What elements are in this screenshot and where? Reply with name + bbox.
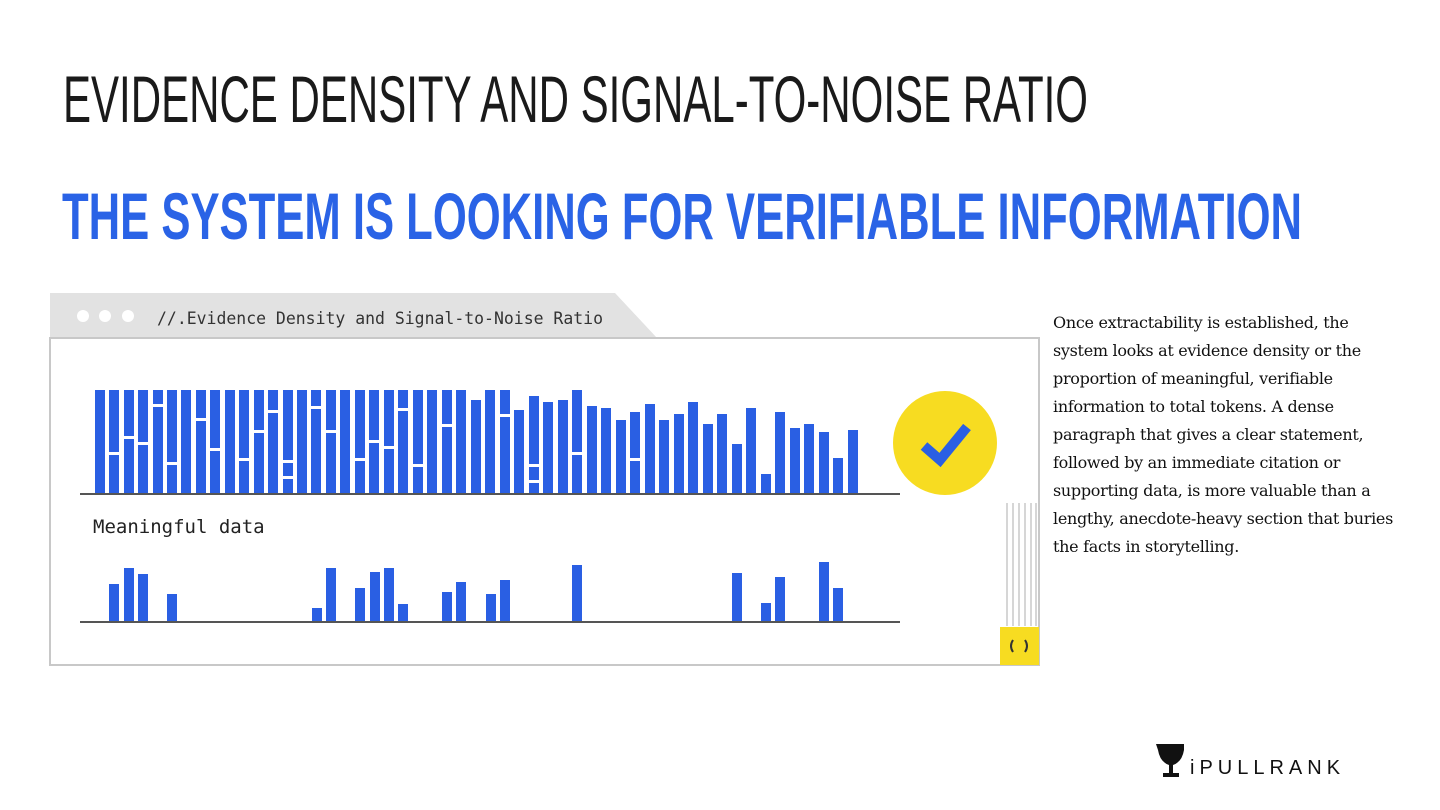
window-tab	[50, 293, 657, 338]
window-dot	[122, 310, 134, 322]
window-tab-title: //.Evidence Density and Signal-to-Noise …	[157, 309, 603, 329]
side-square	[1000, 627, 1039, 665]
meaningful-label: Meaningful data	[93, 516, 265, 538]
check-mark	[920, 423, 971, 468]
window-dot	[99, 310, 111, 322]
side-icon	[1010, 639, 1028, 653]
window-illustration: //.Evidence Density and Signal-to-Noise …	[49, 293, 1040, 666]
check-badge	[893, 391, 997, 495]
window-dot	[77, 310, 89, 322]
logo: iPULLRANK	[1156, 744, 1345, 779]
body-text: Once extractability is established, the …	[1053, 313, 1393, 556]
all-tokens-bars	[95, 390, 858, 494]
meaningful-bars	[109, 562, 843, 622]
side-lines	[1006, 503, 1037, 626]
title: EVIDENCE DENSITY AND SIGNAL-TO-NOISE RAT…	[63, 62, 1088, 136]
subtitle: THE SYSTEM IS LOOKING FOR VERIFIABLE INF…	[62, 179, 1302, 253]
logo-icon	[1156, 744, 1184, 777]
window-frame	[49, 337, 1040, 666]
bar-gaps	[109, 404, 640, 483]
logo-text: iPULLRANK	[1190, 757, 1345, 779]
